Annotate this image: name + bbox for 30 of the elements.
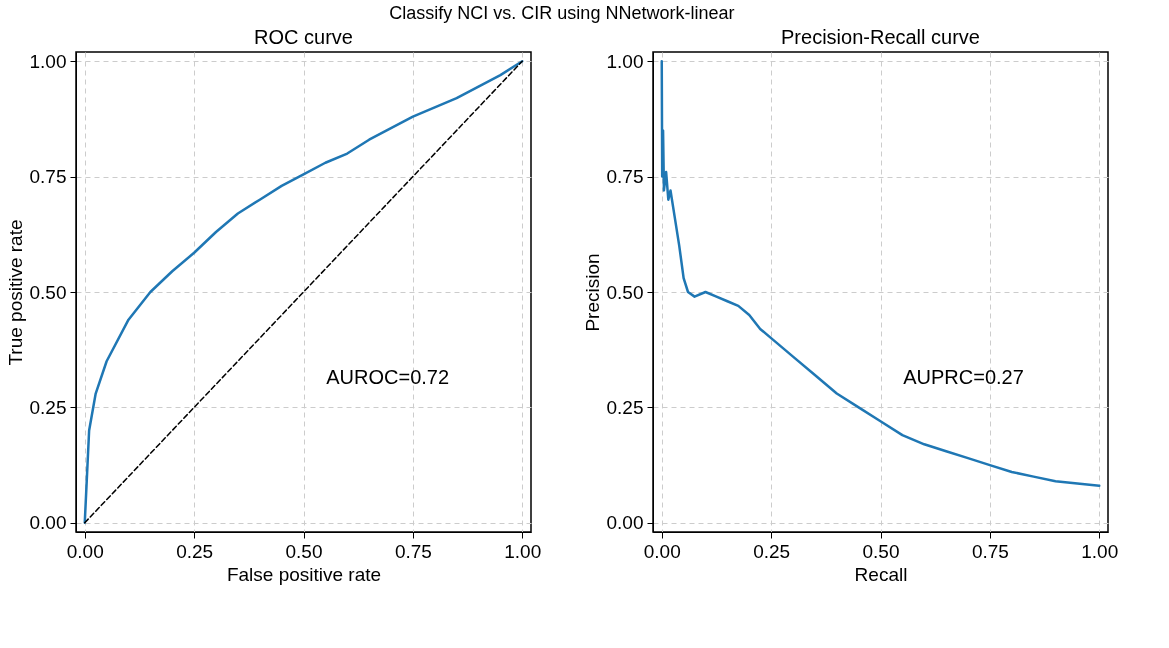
x-tick-label: 0.75 (394, 540, 432, 562)
annotation: AUROC=0.72 (326, 366, 450, 389)
y-tick-label: 0.25 (606, 396, 644, 418)
x-axis-title: Recall (854, 563, 908, 585)
y-tick-label: 0.50 (29, 281, 67, 303)
x-tick-label: 0.25 (176, 540, 214, 562)
x-tick-label: 0.50 (285, 540, 323, 562)
x-tick-label: 0.50 (862, 540, 900, 562)
chart-title: ROC curve (254, 26, 353, 48)
line-series (660, 59, 1101, 488)
y-tick-label: 0.00 (606, 512, 644, 534)
x-tick-label: 0.75 (971, 540, 1009, 562)
x-tick-label: 0.00 (643, 540, 681, 562)
y-axis-title: True positive rate (4, 219, 26, 366)
text: Classify NCI vs. CIR using NNetwork-linear (389, 3, 735, 24)
y-tick-label: 0.50 (606, 281, 644, 303)
x-tick-label: 0.00 (66, 540, 104, 562)
x-tick-label: 1.00 (504, 540, 542, 562)
x-tick-label: 1.00 (1081, 540, 1119, 562)
x-axis-title: False positive rate (226, 563, 382, 585)
annotation: AUPRC=0.27 (903, 366, 1024, 389)
y-tick-label: 0.75 (606, 166, 644, 188)
y-tick-label: 1.00 (29, 50, 67, 72)
chart-title: Precision-Recall curve (781, 26, 980, 48)
y-tick-label: 0.00 (29, 512, 67, 534)
y-tick-label: 0.25 (29, 396, 67, 418)
y-tick-label: 0.75 (29, 166, 67, 188)
x-tick-label: 0.25 (753, 540, 791, 562)
y-axis-title: Precision (581, 253, 603, 332)
y-tick-label: 1.00 (606, 50, 644, 72)
